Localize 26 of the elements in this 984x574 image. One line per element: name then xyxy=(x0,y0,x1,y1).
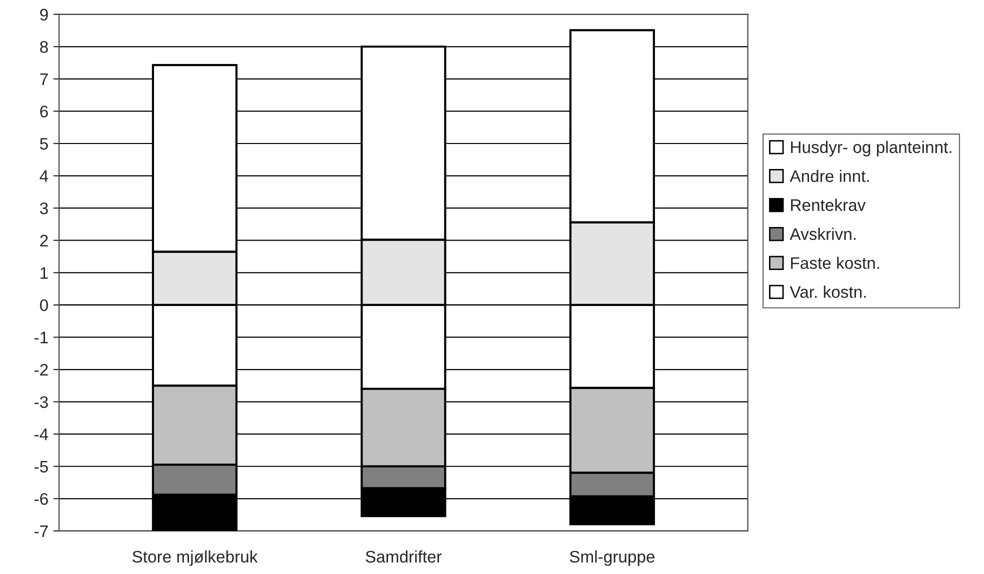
y-tick-label: 2 xyxy=(40,234,48,246)
y-tick-label: -1 xyxy=(34,332,48,344)
legend-label: Faste kostn. xyxy=(791,256,879,269)
y-tick-label: 0 xyxy=(40,299,48,312)
y-tick-label: 9 xyxy=(40,8,48,21)
y-tick-label: -5 xyxy=(34,460,48,473)
y-tick-label: -3 xyxy=(34,396,48,408)
y-tick-label: 1 xyxy=(40,267,48,279)
y-tick-label: -7 xyxy=(34,526,48,537)
y-tick-label: -2 xyxy=(34,364,48,376)
y-tick-label: 7 xyxy=(40,74,48,85)
y-tick-label: 8 xyxy=(40,41,48,53)
y-tick-label: 5 xyxy=(40,138,48,150)
x-tick-label: Store mjølkebruk xyxy=(132,550,258,566)
legend-label: Var. kostn. xyxy=(790,286,866,298)
legend-label: Husdyr- og planteinnt. xyxy=(791,140,952,156)
legend-label: Avskrivn. xyxy=(790,228,856,240)
y-tick-label: 4 xyxy=(40,170,48,182)
y-tick-label: -4 xyxy=(34,428,48,440)
x-tick-label: Sml-gruppe xyxy=(570,550,655,566)
y-tick-label: 3 xyxy=(40,202,48,214)
legend-label: Andre innt. xyxy=(790,170,869,182)
y-tick-label: -6 xyxy=(34,493,48,505)
y-tick-label: 6 xyxy=(40,106,48,118)
x-tick-label: Samdrifter xyxy=(366,550,442,563)
legend-label: Rentekrav xyxy=(791,198,866,212)
